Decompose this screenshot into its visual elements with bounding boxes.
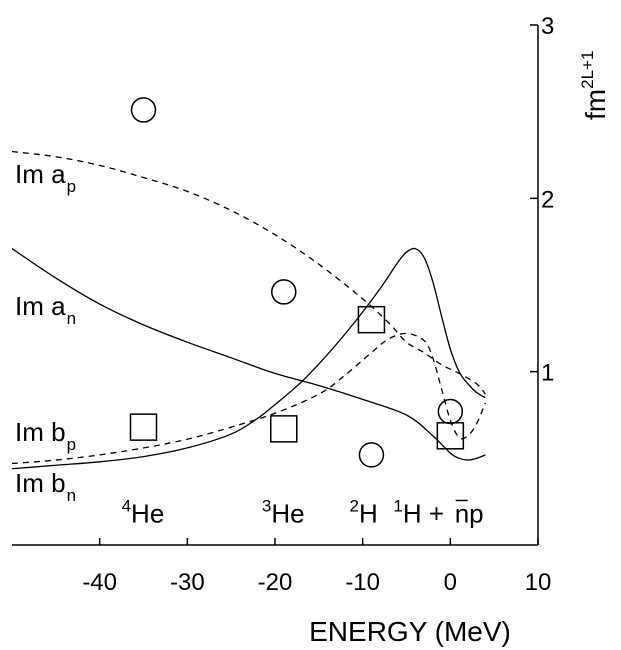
x-tick-label: -40 (82, 569, 117, 596)
chart-series (11, 150, 486, 470)
chart-axes: -40 -30 -20 -10 0 10 1 2 3 (12, 13, 554, 596)
square-marker (357, 305, 386, 334)
series-line-2 (11, 248, 486, 461)
series-label-subscript: p (67, 435, 76, 454)
nucleus-label: 3He (262, 496, 305, 528)
nucleus-mass-number: 2 (350, 496, 359, 515)
square-marker (436, 422, 465, 450)
nucleus-mass-number: 1 (393, 496, 402, 515)
nucleus-symbol: He (271, 498, 304, 528)
nucleus-symbol: H (359, 498, 378, 528)
nucleus-label: 2H (350, 496, 378, 528)
circle-marker (358, 442, 385, 468)
square-marker (129, 413, 158, 441)
nucleus-symbol: H + (403, 498, 444, 528)
x-tick-label: 0 (444, 569, 457, 596)
nucleus-label: 1H + (393, 496, 444, 528)
series-line-3 (11, 332, 486, 465)
nucleus-mass-number: 4 (122, 496, 131, 515)
y-axis-title-exponent: 2L+1 (578, 51, 597, 89)
y-axis-title: fm2L+1 (578, 51, 611, 120)
circle-marker (271, 279, 297, 305)
nucleus-label: np (455, 498, 484, 528)
x-tick-label: -30 (170, 569, 205, 596)
series-label-subscript: p (67, 177, 76, 196)
circle-marker (437, 398, 464, 425)
series-label-subscript: n (67, 309, 76, 328)
y-axis-title-base: fm (580, 89, 611, 120)
circle-marker (130, 97, 157, 123)
x-axis-title: ENERGY (MeV) (309, 616, 511, 647)
x-tick-label: -10 (345, 569, 380, 596)
nucleus-label: 4He (122, 496, 165, 528)
x-tick-label: 10 (525, 569, 552, 596)
series-label-main: Im b (15, 417, 66, 447)
series-label: Im an (15, 291, 76, 328)
series-label-main: Im a (15, 291, 66, 321)
nucleus-symbol: He (131, 498, 164, 528)
x-tick-label: -20 (258, 569, 293, 596)
series-label-main: Im a (15, 159, 66, 189)
nucleus-mass-number: 3 (262, 496, 271, 515)
series-label: Im bp (15, 417, 76, 454)
series-label: Im bn (15, 468, 76, 505)
chart-markers (129, 97, 465, 468)
y-tick-label: 1 (541, 360, 554, 387)
series-label: Im ap (15, 159, 76, 196)
series-label-subscript: n (67, 486, 76, 505)
series-line-4 (11, 247, 486, 470)
series-line-1 (11, 150, 486, 395)
y-tick-label: 3 (541, 13, 554, 40)
y-tick-label: 2 (541, 186, 554, 213)
series-label-main: Im b (15, 468, 66, 498)
square-marker (270, 415, 298, 443)
